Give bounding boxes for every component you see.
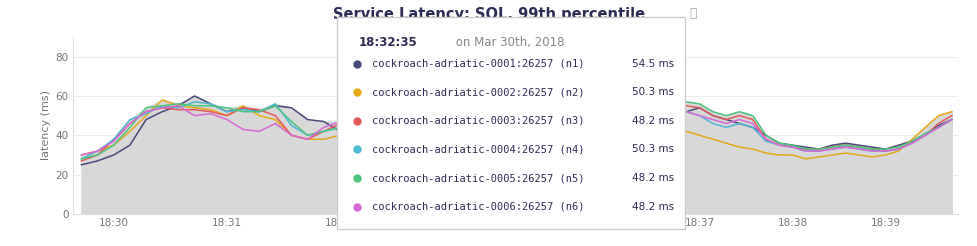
Text: cockroach-adriatic-0001:26257 (n1): cockroach-adriatic-0001:26257 (n1) <box>371 59 584 69</box>
Text: 48.2 ms: 48.2 ms <box>631 173 673 183</box>
Text: 48.2 ms: 48.2 ms <box>631 116 673 126</box>
FancyBboxPatch shape <box>337 17 684 229</box>
Text: cockroach-adriatic-0004:26257 (n4): cockroach-adriatic-0004:26257 (n4) <box>371 144 584 154</box>
Text: cockroach-adriatic-0003:26257 (n3): cockroach-adriatic-0003:26257 (n3) <box>371 116 584 126</box>
Text: cockroach-adriatic-0006:26257 (n6): cockroach-adriatic-0006:26257 (n6) <box>371 201 584 212</box>
Text: cockroach-adriatic-0002:26257 (n2): cockroach-adriatic-0002:26257 (n2) <box>371 87 584 97</box>
Text: on Mar 30th, 2018: on Mar 30th, 2018 <box>451 36 564 49</box>
Text: 50.3 ms: 50.3 ms <box>631 87 673 97</box>
Text: 50.3 ms: 50.3 ms <box>631 144 673 154</box>
Text: Service Latency: SQL, 99th percentile: Service Latency: SQL, 99th percentile <box>332 7 645 22</box>
Text: 48.2 ms: 48.2 ms <box>631 201 673 212</box>
Y-axis label: latency (ms): latency (ms) <box>41 91 51 160</box>
Text: 54.5 ms: 54.5 ms <box>631 59 673 69</box>
Text: 18:32:35: 18:32:35 <box>358 36 416 49</box>
Text: cockroach-adriatic-0005:26257 (n5): cockroach-adriatic-0005:26257 (n5) <box>371 173 584 183</box>
Text: ⓘ: ⓘ <box>689 7 697 20</box>
